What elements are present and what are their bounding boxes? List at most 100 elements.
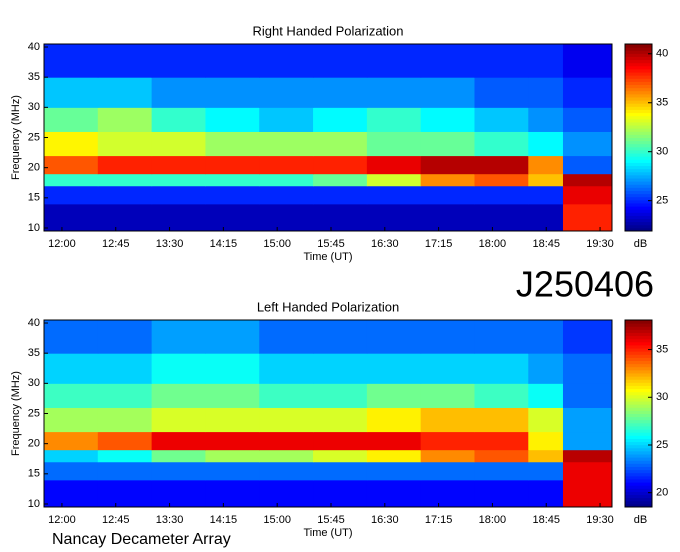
colorbar-step [625, 444, 652, 449]
x-tick-label: 15:45 [317, 238, 345, 250]
colorbar-step [625, 385, 652, 390]
heat-cell [366, 131, 422, 157]
heat-cell [528, 461, 564, 481]
heat-cell [151, 173, 206, 187]
heat-cell [44, 431, 99, 451]
colorbar-step [625, 366, 652, 371]
heat-cell [313, 383, 368, 408]
colorbar-step [625, 202, 652, 207]
colorbar-step [625, 75, 652, 79]
colorbar-step [625, 360, 652, 365]
y-tick-label: 10 [28, 222, 40, 234]
heat-cell [562, 173, 613, 187]
colorbar-tick-label: 30 [656, 146, 668, 158]
heat-cell [562, 131, 613, 157]
colorbar-step [625, 218, 652, 223]
heat-cell [205, 185, 260, 205]
colorbar-step [625, 206, 652, 210]
colorbar-step [625, 357, 652, 362]
colorbar-step [625, 118, 652, 123]
colorbar-step [625, 215, 652, 220]
heat-cell [97, 131, 153, 157]
footer: Nancay Decameter Array [52, 531, 231, 548]
colorbar-step [625, 156, 652, 160]
heat-cell [44, 407, 99, 433]
colorbar-step [625, 454, 652, 458]
colorbar-step [625, 109, 652, 114]
heat-cell [528, 77, 564, 108]
heat-cell [528, 155, 564, 175]
x-tick-label: 18:00 [479, 238, 507, 250]
heat-cell [205, 353, 260, 384]
heat-cell [562, 107, 613, 132]
colorbar-step [625, 115, 652, 120]
colorbar-step [625, 429, 652, 433]
heat-cell [97, 353, 153, 384]
heat-cell [205, 107, 260, 132]
colorbar-step [625, 187, 652, 191]
x-tick-label: 17:15 [425, 514, 453, 526]
colorbar-step [625, 410, 652, 414]
heat-cell [474, 461, 529, 481]
colorbar-step [625, 181, 652, 185]
colorbar-step [625, 112, 652, 117]
heat-cell [420, 461, 475, 481]
colorbar-tick-label: 25 [656, 439, 668, 451]
colorbar-step [625, 482, 652, 486]
colorbar-step [625, 81, 652, 86]
heat-cell [151, 44, 206, 78]
heat-cell [528, 173, 564, 187]
heat-cell [528, 353, 564, 384]
y-tick-label: 30 [28, 101, 40, 113]
heat-cell [205, 155, 260, 175]
x-tick-label: 19:30 [586, 238, 614, 250]
colorbar-step [625, 422, 652, 427]
x-tick-label: 12:00 [48, 238, 76, 250]
colorbar-step [625, 478, 652, 483]
colorbar-step [625, 159, 652, 163]
colorbar-step [625, 153, 652, 157]
heat-cell [44, 320, 99, 354]
colorbar-step [625, 65, 652, 70]
colorbar-step [625, 47, 652, 51]
heat-cell [313, 320, 368, 354]
y-tick-label: 30 [28, 377, 40, 389]
colorbar-step [625, 441, 652, 446]
colorbar-step [625, 87, 652, 92]
heat-cell [528, 449, 564, 463]
heat-cell [205, 479, 260, 508]
heat-cell [97, 320, 153, 354]
heat-cell [259, 173, 314, 187]
heat-cell [313, 155, 368, 175]
heat-cell [151, 131, 206, 157]
heat-cell [313, 185, 368, 205]
colorbar-tick-label: 25 [656, 195, 668, 207]
y-tick-label: 35 [28, 347, 40, 359]
heat-cell [420, 449, 475, 463]
heat-cell [205, 203, 260, 232]
heat-cell [259, 185, 314, 205]
heat-cell [259, 479, 314, 508]
heat-cell [97, 155, 153, 175]
colorbar-step [625, 503, 652, 508]
heat-cell [151, 461, 206, 481]
heat-cell [44, 383, 99, 408]
heat-cell [528, 320, 564, 354]
y-tick-label: 20 [28, 438, 40, 450]
heat-cell [151, 479, 206, 508]
heat-cell [313, 44, 368, 78]
x-tick-label: 18:45 [532, 514, 560, 526]
x-tick-label: 17:15 [425, 238, 453, 250]
colorbar-frame [624, 43, 653, 232]
heat-cell [313, 353, 368, 384]
heat-cell [366, 107, 422, 132]
colorbar-step [625, 435, 652, 439]
y-axis-label: Frequency (MHz) [10, 95, 22, 180]
heat-cell [562, 383, 613, 408]
colorbar-step [625, 369, 652, 374]
colorbar-step [625, 53, 652, 57]
colorbar-step [625, 50, 652, 54]
colorbar-step [625, 137, 652, 142]
heat-cell [44, 44, 99, 78]
colorbar-step [625, 221, 652, 226]
